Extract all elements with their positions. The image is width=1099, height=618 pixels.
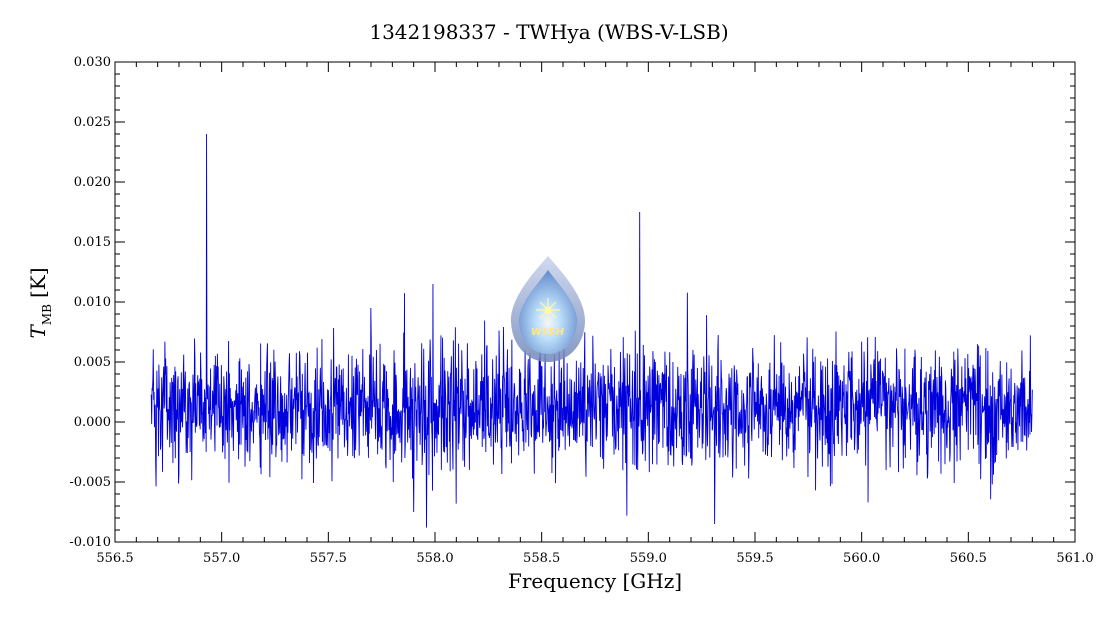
x-tick-label: 556.5 xyxy=(96,551,133,566)
y-tick-label: 0.025 xyxy=(74,115,111,130)
y-tick-label: 0.000 xyxy=(74,415,111,430)
x-axis-label: Frequency [GHz] xyxy=(508,569,682,593)
x-tick-label: 561.0 xyxy=(1056,551,1093,566)
y-axis-label-sub: MB xyxy=(40,304,54,325)
y-tick-label: 0.020 xyxy=(74,175,111,190)
y-tick-label: 0.010 xyxy=(74,295,111,310)
y-axis: -0.010 -0.005 0.000 0.005 0.010 0.015 0.020 0.0… xyxy=(69,55,1075,550)
x-tick-label: 558.0 xyxy=(416,551,453,566)
plot-frame xyxy=(114,61,1076,543)
y-tick-label: 0.030 xyxy=(74,55,111,70)
x-tick-label: 558.5 xyxy=(523,551,560,566)
x-tick-label: 560.0 xyxy=(843,551,880,566)
spectrum-series xyxy=(150,133,1033,528)
wish-logo-icon: WISH xyxy=(510,256,586,362)
y-tick-label: 0.015 xyxy=(74,235,111,250)
x-tick-label: 559.5 xyxy=(736,551,773,566)
x-tick-label: 559.0 xyxy=(630,551,667,566)
chart-title: 1342198337 - TWHya (WBS-V-LSB) xyxy=(369,20,728,44)
y-axis-label: TMB [K] xyxy=(26,268,54,339)
y-axis-label-unit: [K] xyxy=(26,268,50,299)
spectrum-line xyxy=(150,133,1033,528)
x-tick-label: 557.5 xyxy=(310,551,347,566)
y-tick-label: 0.005 xyxy=(74,355,111,370)
y-tick-label: -0.005 xyxy=(69,475,111,490)
x-tick-label: 560.5 xyxy=(950,551,987,566)
x-tick-label: 557.0 xyxy=(203,551,240,566)
y-tick-label: -0.010 xyxy=(69,535,111,550)
y-axis-label-main: T xyxy=(26,324,50,339)
x-axis: 556.5 557.0 557.5 558.0 558.5 559.0 559.5 560.0… xyxy=(96,62,1094,566)
svg-text:TMB[K]: TMB [K] xyxy=(26,268,54,339)
wish-logo-text: WISH xyxy=(531,327,565,338)
